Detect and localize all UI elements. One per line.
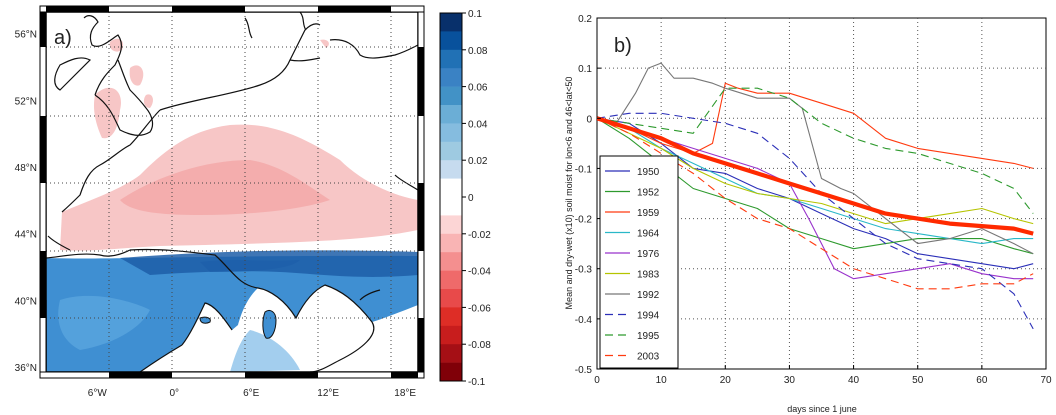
legend-label: 1964	[637, 229, 660, 240]
y-tick-label: -0.3	[575, 265, 593, 276]
coastlines	[46, 12, 418, 372]
colorbar-swatch	[440, 325, 462, 345]
x-tick-label: 70	[1040, 375, 1052, 386]
colorbar-swatch	[440, 178, 462, 198]
colorbar-tick-label: 0.1	[468, 9, 482, 20]
colorbar-tick-label: -0.08	[468, 340, 491, 351]
legend-label: 1995	[637, 331, 660, 342]
colorbar-tick-label: 0.06	[468, 83, 488, 94]
map-x-tick-label: 6°E	[243, 388, 260, 399]
map-y-tick-label: 52°N	[15, 96, 37, 107]
y-tick-label: 0	[586, 114, 592, 125]
series-line-1964	[597, 117, 1034, 245]
colorbar-tick-label: -0.1	[468, 377, 486, 388]
map-x-tick-label: 18°E	[394, 388, 416, 399]
legend-label: 1976	[637, 249, 660, 260]
series-line-1995	[597, 87, 1034, 214]
colorbar-swatch	[440, 233, 462, 253]
x-axis-title: days since 1 june	[787, 404, 857, 414]
y-tick-label: -0.2	[575, 215, 593, 226]
line-chart-panel: 0 10 20 30 40 50 60 70 0.2 0.1 0 -0.1 -0.2 -0.3 -0.4 -0…	[564, 14, 1052, 414]
map-frame-ticks	[39, 5, 425, 379]
series-line-1950	[597, 117, 1034, 270]
colorbar-tick-label: 0	[468, 193, 474, 204]
legend-label: 2003	[637, 352, 660, 363]
map-y-tick-label: 44°N	[15, 230, 37, 241]
soil-moisture-field	[46, 12, 418, 372]
colorbar-tick-label: -0.04	[468, 267, 491, 278]
y-tick-label: -0.5	[575, 365, 593, 376]
y-tick-label: 0.2	[578, 14, 592, 25]
colorbar-swatch	[440, 49, 462, 69]
line-axis-ticks: 0 10 20 30 40 50 60 70 0.2 0.1 0 -0.1 -0.2 -0.3 -0.4 -0…	[575, 14, 1052, 386]
legend-label: 1983	[637, 270, 660, 281]
colorbar-swatch	[440, 160, 462, 179]
legend: 1950 1952 1959 1964 1976 1983 1992 1994 1995 2003	[599, 155, 679, 369]
colorbar-swatch	[440, 31, 462, 51]
legend-label: 1950	[637, 167, 660, 178]
colorbar-swatch	[440, 215, 462, 235]
y-tick-label: 0.1	[578, 64, 592, 75]
panel-b-label: b)	[614, 35, 632, 57]
colorbar-swatch	[440, 307, 462, 327]
colorbar-swatch	[440, 197, 462, 216]
colorbar-swatch	[440, 362, 462, 382]
colorbar-swatch	[440, 105, 462, 124]
series-line-1992	[597, 62, 1034, 255]
legend-label: 1992	[637, 290, 660, 301]
x-tick-label: 60	[976, 375, 988, 386]
colorbar: 0.1 0.08 0.06 0.04 0.02 0 -0.02 -0.04 -0.06 -0.08…	[439, 9, 491, 388]
map-y-tick-label: 56°N	[15, 30, 37, 41]
x-tick-label: 10	[656, 375, 668, 386]
island	[262, 309, 277, 339]
map-y-tick-label: 40°N	[15, 296, 37, 307]
x-tick-label: 40	[848, 375, 860, 386]
colorbar-swatch	[440, 13, 462, 32]
series-line-1983	[597, 117, 1034, 225]
colorbar-swatch	[440, 86, 462, 106]
colorbar-tick-label: 0.02	[468, 156, 488, 167]
colorbar-swatch	[440, 344, 462, 363]
legend-label: 1959	[637, 208, 660, 219]
panel-a-label: a)	[54, 27, 72, 49]
colorbar-swatch	[440, 68, 462, 87]
island	[199, 316, 211, 324]
colorbar-swatch	[440, 141, 462, 161]
legend-label: 1994	[637, 311, 660, 322]
colorbar-swatch	[440, 252, 462, 271]
colorbar-swatch	[440, 270, 462, 290]
map-y-tick-label: 48°N	[15, 163, 37, 174]
map-x-tick-label: 0°	[169, 388, 179, 399]
y-tick-label: -0.1	[575, 164, 593, 175]
x-tick-label: 30	[784, 375, 796, 386]
y-tick-label: -0.4	[575, 315, 593, 326]
map-grid	[46, 12, 418, 372]
colorbar-tick-label: 0.08	[468, 46, 488, 57]
y-axis-title: Mean and dry-wet (x10) soil moist for lo…	[564, 77, 574, 310]
series-line-1976	[597, 117, 1034, 280]
x-tick-label: 50	[912, 375, 924, 386]
map-x-tick-label: 12°E	[317, 388, 339, 399]
x-tick-label: 0	[594, 375, 600, 386]
legend-label: 1952	[637, 188, 660, 199]
map-axis-labels: 6°W 0° 6°E 12°E 18°E 56°N 52°N 48°N 44°N 40°N 36°N	[15, 30, 417, 399]
series-line-mean	[597, 116, 1034, 236]
map-y-tick-label: 36°N	[15, 363, 37, 374]
map-x-tick-label: 6°W	[88, 388, 108, 399]
map-panel: a) 6°W 0° 6°E 12°E 18°E 56°N 52°N 48°N 44°N 40°N 3…	[15, 5, 425, 399]
colorbar-swatch	[440, 123, 462, 143]
x-tick-label: 20	[720, 375, 732, 386]
colorbar-tick-label: 0.04	[468, 119, 488, 130]
colorbar-tick-label: -0.06	[468, 303, 491, 314]
colorbar-tick-label: -0.02	[468, 230, 491, 241]
colorbar-swatch	[440, 289, 462, 308]
